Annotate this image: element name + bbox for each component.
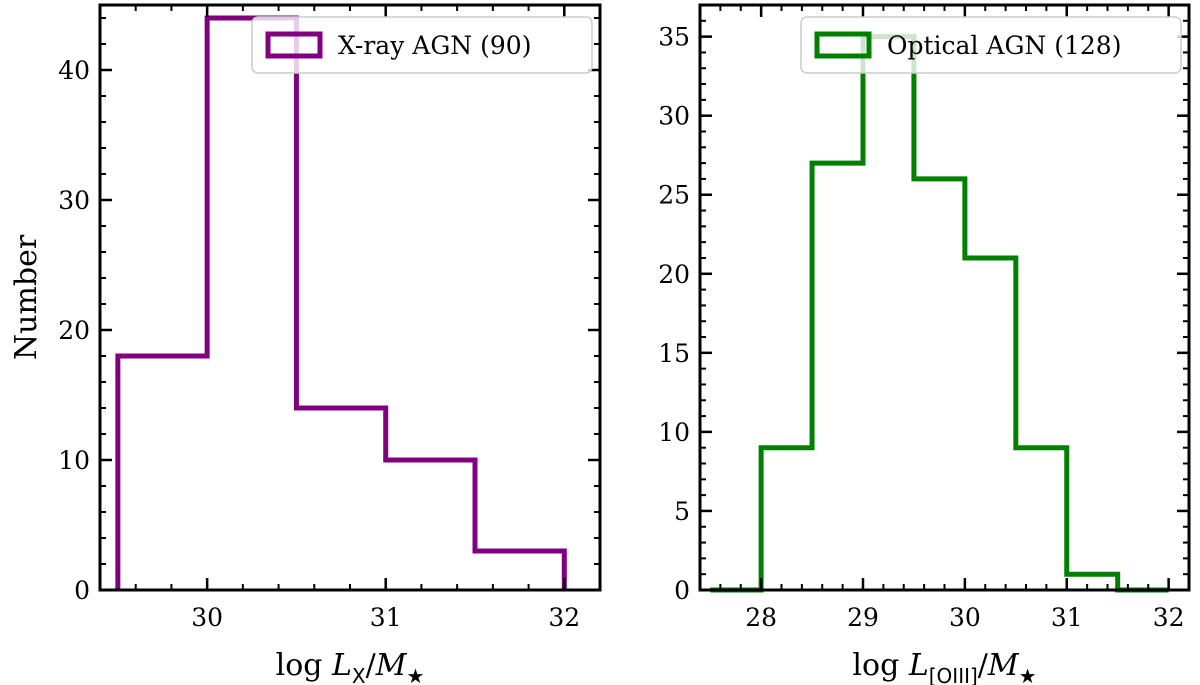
x-axis-label: log L[OIII]/M★ [852,648,1036,685]
plot-frame [698,3,1191,592]
histogram-bin [812,163,863,590]
y-tick-label: 10 [58,446,90,475]
histogram-step-outline [710,34,1169,593]
x-tick-label: 32 [548,603,580,632]
legend-label: Optical AGN (128) [887,31,1121,60]
histogram-bin [386,460,475,590]
x-tick-label: 32 [1153,603,1185,632]
y-tick-label: 40 [58,56,90,85]
legend-box [800,16,1182,74]
histogram-bin [914,179,965,590]
y-tick-label: 20 [58,316,90,345]
histogram-bin [1016,448,1067,590]
y-tick-label: 0 [674,576,690,605]
y-tick-label: 15 [658,339,690,368]
x-axis-label: log LX/M★ [276,648,425,685]
y-tick-label: 35 [658,23,690,52]
xray-agn-histogram-panel: 30 31 32 0 10 20 30 40 X-ray AGN (90) log LX/M★ Nu… [9,3,602,685]
y-tick-label: 30 [658,102,690,131]
x-tick-label: 29 [847,603,879,632]
optical-agn-histogram-panel: 28 29 30 31 32 0 5 10 15 20 25 30 35 Optical AGN (128… [658,3,1191,685]
legend-swatch [814,31,872,59]
histogram-bin [761,448,812,590]
x-tick-label: 31 [370,603,402,632]
x-tick-label: 28 [745,603,777,632]
histogram-bin [118,356,207,590]
histogram-bin [965,258,1016,590]
x-tick-label: 30 [191,603,223,632]
y-axis-label: Number [9,234,44,360]
x-tick-label: 30 [949,603,981,632]
plot-frame [98,3,602,592]
histogram-bin [296,408,385,590]
y-tick-label: 10 [658,418,690,447]
legend-label: X-ray AGN (90) [338,31,531,60]
histogram-bin [207,18,296,590]
legend-box [251,16,593,74]
y-tick-label: 5 [674,497,690,526]
y-tick-label: 30 [58,186,90,215]
histogram-bin [1067,574,1118,590]
histogram-bin [475,551,564,590]
x-tick-label: 31 [1051,603,1083,632]
histogram-bin [863,37,914,590]
legend-swatch [265,31,323,59]
histogram-step-outline [115,15,567,590]
y-tick-label: 20 [658,260,690,289]
y-tick-label: 0 [74,576,90,605]
y-tick-label: 25 [658,181,690,210]
